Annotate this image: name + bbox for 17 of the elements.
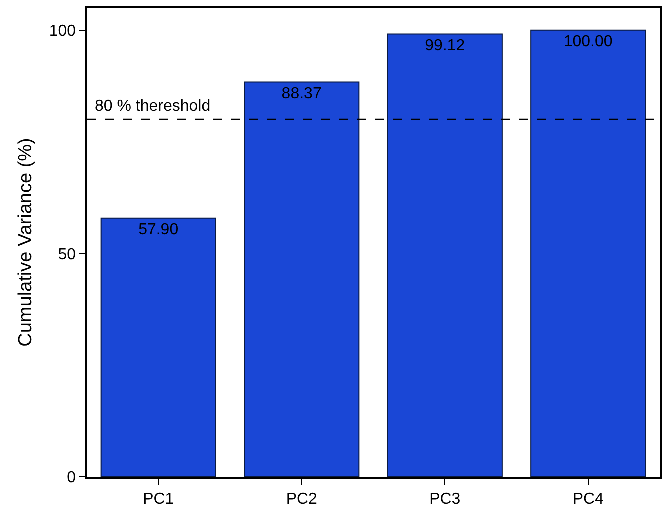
x-tick-label: PC3	[430, 490, 461, 508]
data-label: 57.90	[138, 221, 179, 238]
data-label: 88.37	[282, 85, 322, 102]
y-tick-label: 0	[67, 470, 76, 487]
x-tick-label: PC4	[572, 490, 604, 508]
x-tick-label: PC2	[286, 490, 318, 508]
bar	[387, 34, 503, 477]
y-tick-label: 100	[49, 22, 76, 40]
bar	[244, 82, 360, 477]
data-label: 100.00	[564, 33, 613, 50]
bar	[100, 218, 216, 477]
y-axis-title: Cumulative Variance (%)	[16, 138, 37, 347]
ref-line-label: 80 % thereshold	[95, 98, 211, 115]
data-label: 99.12	[425, 37, 466, 54]
bar	[530, 30, 646, 477]
x-tick-label: PC1	[143, 490, 174, 508]
y-tick-label: 50	[58, 246, 76, 264]
